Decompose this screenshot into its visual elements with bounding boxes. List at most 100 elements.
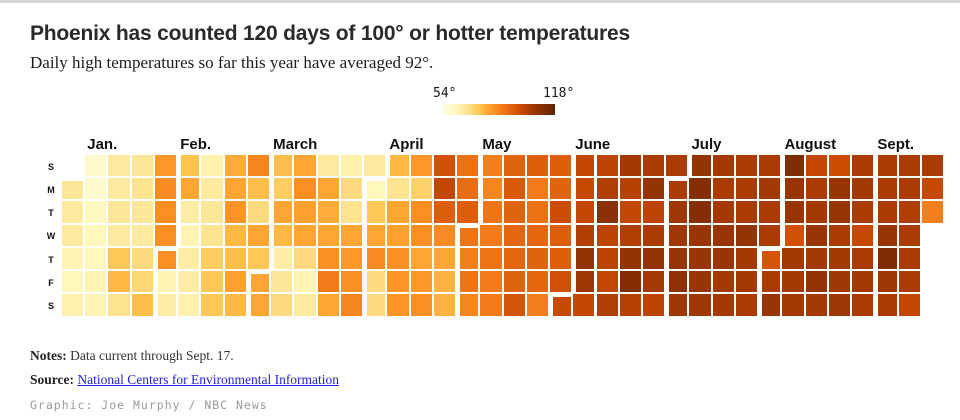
- day-cell: [596, 271, 618, 293]
- month-label-june: June: [575, 136, 611, 153]
- day-cell: [433, 201, 456, 223]
- day-cell: [573, 294, 595, 316]
- day-cell: [782, 247, 804, 270]
- day-cell: [619, 201, 641, 223]
- day-cell: [271, 201, 293, 223]
- day-cell: [131, 294, 153, 316]
- day-cell: [666, 224, 688, 246]
- day-cell: [782, 224, 804, 246]
- day-cell: [805, 201, 827, 223]
- day-cell: [643, 224, 665, 246]
- day-cell: [573, 247, 595, 270]
- day-cell: [596, 247, 618, 270]
- day-cell: [387, 178, 409, 200]
- day-cell: [805, 155, 827, 177]
- day-cell: [782, 294, 804, 316]
- day-cell: [178, 271, 200, 293]
- day-cell: [526, 247, 548, 270]
- day-cell: [340, 247, 363, 270]
- day-cell: [457, 247, 479, 270]
- day-cell: [108, 247, 130, 270]
- day-cell: [224, 224, 246, 246]
- day-cell: [712, 271, 734, 293]
- day-cell: [666, 247, 688, 270]
- day-cell: [271, 271, 293, 293]
- row-label-4: T: [48, 254, 54, 265]
- day-cell: [154, 201, 177, 223]
- day-cell: [735, 201, 758, 223]
- day-cell: [387, 224, 409, 246]
- day-cell: [131, 224, 153, 246]
- day-cell: [898, 178, 920, 200]
- day-cell: [596, 201, 618, 223]
- month-label-august: August: [784, 136, 837, 153]
- day-cell: [875, 178, 897, 200]
- day-cell: [364, 294, 386, 316]
- source-link[interactable]: National Centers for Environmental Infor…: [77, 372, 340, 387]
- day-cell: [340, 294, 363, 316]
- day-cell: [921, 178, 944, 200]
- day-cell: [340, 201, 363, 223]
- day-cell: [247, 271, 270, 293]
- month-label-may: May: [482, 136, 512, 153]
- day-cell: [503, 294, 525, 316]
- day-cell: [712, 247, 734, 270]
- day-cell: [782, 201, 804, 223]
- day-cell: [550, 247, 572, 270]
- day-cell: [782, 271, 804, 293]
- source-line: Source: National Centers for Environment…: [30, 372, 930, 388]
- day-cell: [898, 247, 920, 270]
- day-cell: [85, 294, 107, 316]
- day-cell: [759, 271, 781, 293]
- day-cell: [457, 178, 479, 200]
- day-cell: [85, 201, 107, 223]
- day-cell: [573, 178, 595, 200]
- day-cell: [480, 271, 502, 293]
- day-cell: [85, 224, 107, 246]
- day-cell: [271, 155, 293, 177]
- day-cell: [689, 294, 711, 316]
- day-cell: [828, 271, 851, 293]
- day-cell: [433, 294, 456, 316]
- day-cell: [410, 294, 432, 316]
- day-cell: [573, 271, 595, 293]
- day-cell: [317, 178, 339, 200]
- day-cell: [828, 224, 851, 246]
- day-cell: [433, 224, 456, 246]
- day-cell: [178, 247, 200, 270]
- day-cell: [921, 201, 944, 223]
- day-cell: [457, 271, 479, 293]
- day-cell: [154, 247, 177, 270]
- day-cell: [573, 224, 595, 246]
- day-cell: [480, 294, 502, 316]
- day-cell: [410, 224, 432, 246]
- day-cell: [85, 271, 107, 293]
- day-cell: [805, 178, 827, 200]
- day-cell: [131, 247, 153, 270]
- day-cell: [503, 247, 525, 270]
- day-cell: [201, 247, 223, 270]
- day-cell: [480, 155, 502, 177]
- day-cell: [387, 201, 409, 223]
- day-cell: [340, 224, 363, 246]
- day-cell: [805, 247, 827, 270]
- row-label-0: S: [47, 161, 54, 172]
- day-cell: [410, 201, 432, 223]
- day-cell: [178, 224, 200, 246]
- day-cell: [154, 224, 177, 246]
- day-cell: [759, 178, 781, 200]
- day-cell: [550, 178, 572, 200]
- day-cell: [735, 247, 758, 270]
- calendar-heatmap-grid: [62, 155, 946, 319]
- day-cell: [224, 247, 246, 270]
- row-label-5: F: [48, 277, 54, 288]
- day-cell: [689, 247, 711, 270]
- day-cell: [387, 294, 409, 316]
- day-cell: [62, 294, 84, 316]
- day-cell: [573, 155, 595, 177]
- day-cell: [852, 178, 874, 200]
- day-cell: [62, 201, 84, 223]
- day-cell: [526, 178, 548, 200]
- day-cell: [224, 294, 246, 316]
